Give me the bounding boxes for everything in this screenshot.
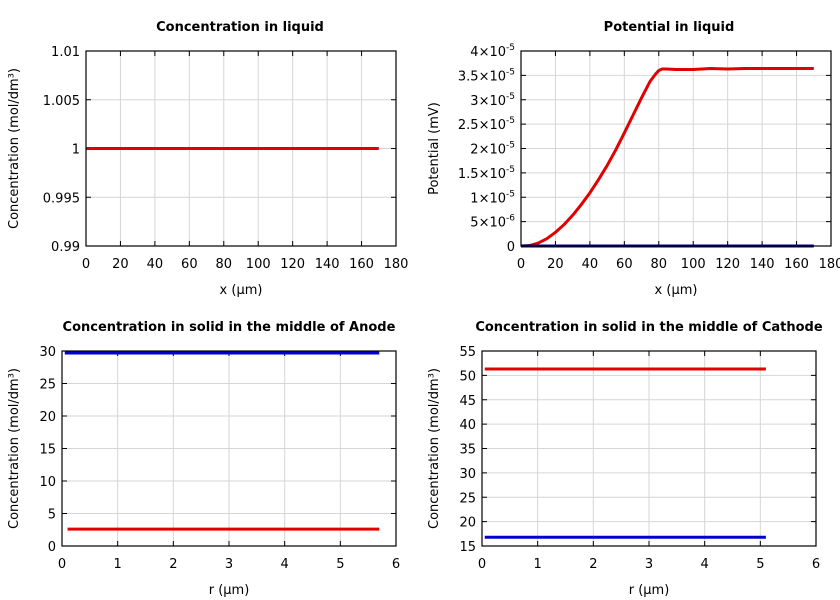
y-tick-label: 0: [48, 540, 56, 555]
chart-4: Concentration in solid in the middle of …: [427, 320, 823, 598]
x-tick-label: 40: [582, 257, 599, 272]
plot-frame: [85, 50, 397, 247]
x-axis-label: r (µm): [209, 583, 250, 598]
plot-frame: [61, 350, 397, 547]
y-tick-label: 15: [39, 443, 56, 458]
y-axis-label: Potential (mV): [427, 102, 442, 195]
chart-1: Concentration in liquid 0 20 40 60 80 100 120 14…: [7, 20, 408, 298]
y-tick-label: 5×10-6: [470, 214, 515, 231]
x-tick-label: 40: [147, 257, 164, 272]
x-tick-label: 180: [819, 257, 840, 272]
y-tick-label: 1.01: [51, 45, 80, 60]
x-tick-label: 60: [181, 257, 198, 272]
y-tick-label: 40: [459, 418, 476, 433]
x-tick-label: 4: [281, 557, 289, 572]
y-tick-label: 10: [39, 475, 56, 490]
plot-frame: [481, 350, 817, 547]
y-tick-label: 5: [48, 508, 56, 523]
y-tick-label: 0.99: [51, 240, 80, 255]
x-tick-label: 140: [315, 257, 340, 272]
chart-2: Potential in liquid 0 20 40 60 80 100 120 140 160…: [427, 20, 840, 298]
chart-title: Concentration in solid in the middle of …: [63, 320, 396, 335]
y-tick-label: 3.5×10-5: [458, 67, 515, 84]
series-line-1: [520, 67, 814, 248]
x-tick-label: 0: [82, 257, 90, 272]
x-tick-label: 160: [784, 257, 809, 272]
x-tick-label: 2: [589, 557, 597, 572]
x-tick-label: 140: [750, 257, 775, 272]
x-tick-label: 5: [336, 557, 344, 572]
chart-3: Concentration in solid in the middle of …: [7, 320, 400, 598]
y-tick-label: 35: [459, 443, 476, 458]
x-tick-label: 3: [225, 557, 233, 572]
x-tick-label: 5: [756, 557, 764, 572]
y-tick-label: 2.5×10-5: [458, 116, 515, 133]
x-tick-label: 120: [280, 257, 305, 272]
x-tick-label: 0: [517, 257, 525, 272]
y-tick-label: 55: [459, 345, 476, 360]
x-tick-label: 1: [534, 557, 542, 572]
y-tick-label: 1.5×10-5: [458, 165, 515, 182]
x-tick-label: 4: [701, 557, 709, 572]
y-tick-label: 2×10-5: [470, 141, 515, 158]
chart-title: Potential in liquid: [604, 20, 735, 35]
x-tick-label: 1: [114, 557, 122, 572]
y-axis-label: Concentration (mol/dm³): [427, 368, 442, 529]
x-axis-label: x (µm): [220, 283, 263, 298]
y-tick-label: 25: [39, 378, 56, 393]
y-tick-label: 1.005: [43, 94, 80, 109]
y-tick-label: 0: [507, 240, 515, 255]
x-tick-label: 120: [715, 257, 740, 272]
x-tick-label: 6: [392, 557, 400, 572]
x-tick-label: 20: [112, 257, 129, 272]
x-tick-label: 20: [547, 257, 564, 272]
y-tick-label: 4×10-5: [470, 43, 515, 60]
x-tick-label: 80: [216, 257, 233, 272]
x-tick-label: 160: [349, 257, 374, 272]
x-tick-label: 0: [478, 557, 486, 572]
x-tick-label: 6: [812, 557, 820, 572]
x-tick-label: 60: [616, 257, 633, 272]
y-tick-label: 15: [459, 540, 476, 555]
x-axis-label: r (µm): [629, 583, 670, 598]
x-tick-label: 3: [645, 557, 653, 572]
x-tick-label: 2: [169, 557, 177, 572]
y-tick-label: 30: [459, 467, 476, 482]
y-tick-label: 1: [72, 143, 80, 158]
x-tick-label: 0: [58, 557, 66, 572]
y-tick-label: 50: [459, 369, 476, 384]
y-tick-label: 1×10-5: [470, 189, 515, 206]
y-tick-label: 3×10-5: [470, 92, 515, 109]
y-tick-label: 20: [39, 410, 56, 425]
chart-title: Concentration in solid in the middle of …: [475, 320, 823, 335]
chart-title: Concentration in liquid: [156, 20, 324, 35]
x-tick-label: 100: [681, 257, 706, 272]
plot-frame: [520, 50, 832, 247]
y-tick-label: 30: [39, 345, 56, 360]
y-tick-label: 45: [459, 394, 476, 409]
y-tick-label: 0.995: [43, 191, 80, 206]
x-tick-label: 80: [651, 257, 668, 272]
y-axis-label: Concentration (mol/dm³): [7, 368, 22, 529]
y-axis-label: Concentration (mol/dm³): [7, 68, 22, 229]
x-tick-label: 100: [246, 257, 271, 272]
y-tick-label: 25: [459, 491, 476, 506]
y-tick-label: 20: [459, 516, 476, 531]
x-axis-label: x (µm): [655, 283, 698, 298]
x-tick-label: 180: [384, 257, 409, 272]
